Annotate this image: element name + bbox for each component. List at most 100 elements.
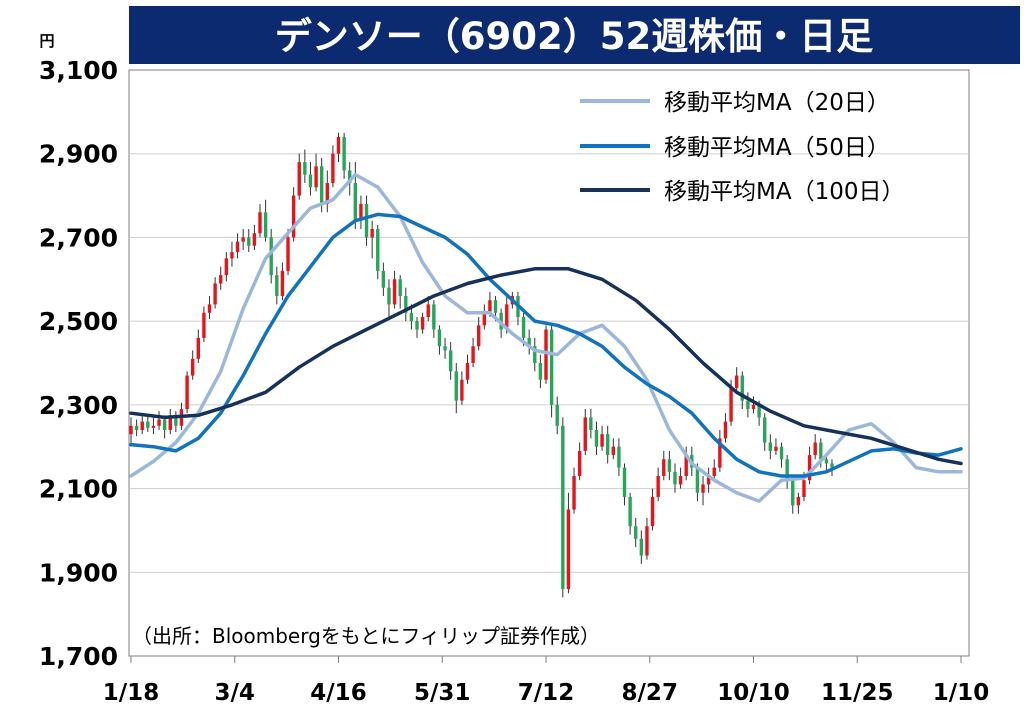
candle-body [364,203,369,238]
candle-body [684,455,688,477]
candle-body [723,421,728,439]
candle-body [392,279,397,305]
candle-body [443,346,447,351]
candle-body [263,212,268,238]
candle-body [465,363,470,380]
candle-body [718,438,722,468]
y-tick-label: 2,100 [39,475,118,504]
candle-body [437,329,442,347]
candle-body [583,417,587,451]
candle-body [387,287,391,305]
candle-body [336,136,341,154]
candle-body [662,459,666,477]
candle-body [426,304,430,317]
candle-body [650,496,655,527]
candle-body [174,415,178,426]
candle-body [420,316,425,330]
candle-body [785,459,789,481]
source-note: （出所：Bloombergをもとにフィリップ証券作成） [132,624,600,648]
candle-body [477,325,481,347]
candle-body [791,480,795,506]
candle-body [168,415,172,430]
candle-body [432,304,436,330]
moving-average-lines [129,172,963,503]
candle-body [185,375,189,410]
candle-body [202,312,206,338]
candle-body [190,358,195,376]
legend-label-ma20: 移動平均MA（20日） [664,90,890,116]
candle-body [566,509,571,590]
candle-body [291,195,296,238]
candle-body [622,467,627,497]
candle-body [359,203,363,221]
grid-lines [129,153,969,573]
candle-body [645,526,649,556]
candle-body [280,270,285,297]
y-unit-label: 円 [39,32,54,50]
chart-title: デンソー（6902）52週株価・日足 [275,15,873,58]
y-tick-label: 2,700 [39,223,118,252]
candle-body [813,442,817,456]
candle-body [134,425,139,430]
candle-body [370,229,374,238]
candle-body [779,446,784,460]
candle-body [505,304,509,330]
candle-body [151,425,156,428]
candle-body [308,174,313,188]
candle-body [196,337,200,359]
title-bar [129,6,1020,64]
candle-body [796,496,801,506]
candle-body [807,455,812,481]
candle-body [258,212,262,234]
candle-body [213,283,217,305]
candle-body [314,166,318,188]
candle-body [269,237,273,276]
candle-body [325,183,329,204]
candle-body [224,258,229,276]
x-tick-label: 11/25 [821,680,893,706]
x-tick-label: 4/16 [310,680,366,706]
x-tick-label: 1/10 [933,680,989,706]
candle-body [140,421,144,430]
candle-body [605,434,610,456]
candle-body [157,419,161,426]
candle-body [404,296,408,313]
candle-body [275,275,279,297]
candle-body [521,316,526,338]
candle-body [819,442,823,460]
plot-area [128,69,970,657]
candle-body [549,329,554,405]
candle-body [634,526,638,539]
candle-body [617,446,621,468]
legend-label-ma100: 移動平均MA（100日） [664,179,904,205]
candle-body [667,459,672,472]
candle-body [561,425,565,590]
candle-body [488,300,492,313]
candle-body [555,404,559,426]
candle-body [342,136,346,171]
candle-body [460,379,464,401]
candle-body [589,417,593,430]
candle-body [331,153,335,184]
candle-body [241,237,245,242]
legend: 移動平均MA（20日） 移動平均MA（50日） 移動平均MA（100日） [580,90,904,205]
candlesticks [129,132,834,598]
candle-body [415,321,419,330]
candle-body [533,346,537,363]
candle-body [695,467,700,493]
x-tick-label: 1/18 [103,680,159,706]
candle-body [712,467,716,477]
candle-body [757,404,761,418]
candle-body [219,275,223,284]
candle-body [639,538,644,556]
candle-body [751,404,756,410]
ma50-line [129,212,963,478]
candle-body [235,241,240,253]
y-tick-label: 2,300 [39,391,118,420]
candle-body [471,346,475,363]
candle-body [768,442,773,451]
candle-body [527,337,531,347]
candle-body [146,421,150,428]
y-axis: 3,100 2,900 2,700 2,500 2,300 2,100 1,900 1,700 [39,56,118,671]
